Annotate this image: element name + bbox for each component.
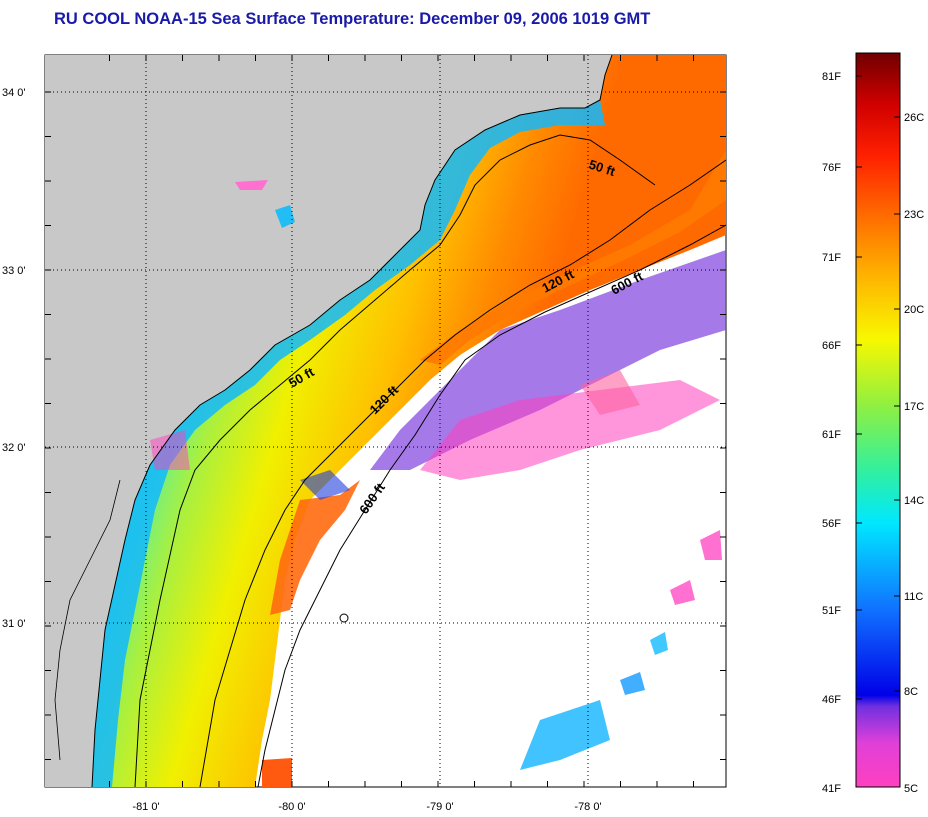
axis-ticks bbox=[45, 55, 726, 787]
color-bar bbox=[855, 52, 901, 788]
colorbar-f-label: 41F bbox=[822, 783, 841, 795]
colorbar-f-label: 46F bbox=[822, 694, 841, 706]
lat-label: 33 0' bbox=[2, 265, 26, 277]
sst-orange-patch bbox=[262, 758, 292, 787]
colorbar-c-label: 20C bbox=[904, 304, 924, 316]
lon-label: -81 0' bbox=[132, 801, 159, 813]
colorbar-f-label: 71F bbox=[822, 252, 841, 264]
contour-120ft bbox=[199, 159, 726, 787]
colorbar-f-label: 81F bbox=[822, 71, 841, 83]
sst-orange-tongue bbox=[270, 480, 360, 615]
inland-water-patch bbox=[235, 180, 268, 190]
inland-water-patch bbox=[275, 205, 295, 228]
lon-label: -78 0' bbox=[574, 801, 601, 813]
graticule bbox=[45, 55, 726, 787]
colorbar-f-label: 66F bbox=[822, 340, 841, 352]
lon-label: -79 0' bbox=[426, 801, 453, 813]
contour-600ft bbox=[257, 224, 726, 787]
lat-label: 32 0' bbox=[2, 442, 26, 454]
lat-label: 31 0' bbox=[2, 618, 26, 630]
colorbar-f-label: 76F bbox=[822, 162, 841, 174]
colorbar-c-label: 5C bbox=[904, 783, 918, 795]
contour-ring bbox=[339, 613, 349, 623]
colorbar-c-label: 26C bbox=[904, 112, 924, 124]
map-title: RU COOL NOAA-15 Sea Surface Temperature:… bbox=[54, 10, 651, 28]
sst-orange-front bbox=[420, 150, 726, 365]
colorbar-f-label: 61F bbox=[822, 429, 841, 441]
colorbar-c-label: 17C bbox=[904, 401, 924, 413]
colorbar-c-label: 14C bbox=[904, 495, 924, 507]
coastline bbox=[91, 55, 613, 787]
inland-waterway bbox=[54, 479, 121, 761]
land-mass bbox=[45, 55, 612, 787]
colorbar-c-label: 11C bbox=[904, 591, 923, 603]
colorbar-f-label: 51F bbox=[822, 605, 841, 617]
contour-50ft bbox=[134, 134, 656, 787]
offshore-cloud-scatter bbox=[150, 250, 726, 500]
sst-warm-shelf bbox=[92, 55, 726, 787]
lat-label: 34 0' bbox=[2, 87, 26, 99]
colorbar-f-label: 56F bbox=[822, 518, 841, 530]
colorbar-c-label: 8C bbox=[904, 686, 918, 698]
lon-label: -80 0' bbox=[278, 801, 305, 813]
colorbar-c-label: 23C bbox=[904, 209, 924, 221]
offshore-patches bbox=[520, 530, 722, 770]
color-bar-ticks bbox=[856, 75, 900, 700]
